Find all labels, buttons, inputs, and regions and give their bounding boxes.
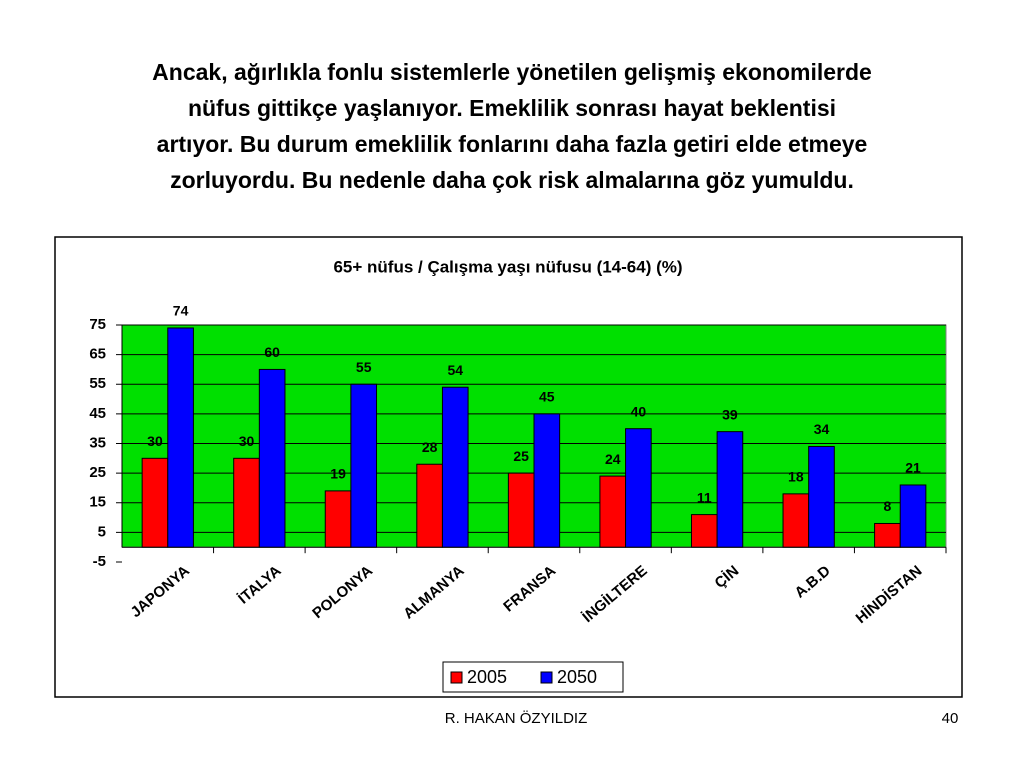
legend-box xyxy=(442,661,624,693)
value-label: 39 xyxy=(722,406,738,422)
bar xyxy=(874,522,901,548)
legend-label: 2050 xyxy=(557,667,597,687)
value-label: 19 xyxy=(330,466,346,482)
slide-title-line: zorluyordu. Bu nedenle daha çok risk alm… xyxy=(170,167,854,193)
value-label: 54 xyxy=(447,362,463,378)
bar xyxy=(441,386,469,548)
page-number: 40 xyxy=(942,710,959,727)
value-label: 34 xyxy=(814,421,830,437)
y-tick-label: 45 xyxy=(89,405,106,422)
bar xyxy=(716,431,744,548)
y-tick-label: 65 xyxy=(89,346,106,363)
bar xyxy=(782,493,810,548)
bar xyxy=(324,490,352,548)
value-label: 8 xyxy=(884,498,892,514)
value-label: 11 xyxy=(697,489,712,505)
value-label: 55 xyxy=(356,359,372,375)
bar xyxy=(599,475,627,548)
bar xyxy=(141,457,169,548)
bar xyxy=(233,457,260,548)
chart-title: 65+ nüfus / Çalışma yaşı nüfusu (14-64) … xyxy=(333,257,682,276)
footer: R. HAKAN ÖZYILDIZ xyxy=(445,709,588,727)
bar xyxy=(167,327,194,548)
y-tick-label: 5 xyxy=(98,523,106,540)
value-label: 21 xyxy=(905,460,921,476)
y-tick-label: 35 xyxy=(89,434,106,451)
value-label: 30 xyxy=(147,433,163,449)
bar xyxy=(625,428,652,548)
bar xyxy=(416,463,443,548)
legend-swatch xyxy=(450,671,463,684)
bar xyxy=(533,413,561,548)
bar xyxy=(808,445,835,548)
y-tick-label: 25 xyxy=(89,464,106,481)
bar xyxy=(507,472,535,548)
value-label: 28 xyxy=(422,439,438,455)
value-label: 60 xyxy=(264,344,280,360)
bar xyxy=(690,514,718,548)
y-tick-label: 75 xyxy=(89,316,106,333)
value-label: 18 xyxy=(788,469,804,485)
value-label: 74 xyxy=(173,303,189,319)
legend-swatch xyxy=(540,671,553,684)
slide-title-line: Ancak, ağırlıkla fonlu sistemlerle yönet… xyxy=(152,59,872,85)
y-tick-label: 15 xyxy=(89,494,106,511)
bar xyxy=(258,368,286,548)
value-label: 45 xyxy=(539,389,555,405)
bar xyxy=(899,484,927,548)
slide-title: Ancak, ağırlıkla fonlu sistemlerle yönet… xyxy=(152,59,872,193)
value-label: 25 xyxy=(513,448,529,464)
bar xyxy=(350,383,378,548)
slide-title-line: nüfus gittikçe yaşlanıyor. Emeklilik son… xyxy=(188,95,836,121)
slide-title-line: artıyor. Bu durum emeklilik fonlarını da… xyxy=(157,131,868,157)
value-label: 24 xyxy=(605,451,621,467)
legend-label: 2005 xyxy=(467,667,507,687)
value-label: 40 xyxy=(631,403,647,419)
y-tick-label: -5 xyxy=(93,553,106,570)
value-label: 30 xyxy=(239,433,255,449)
y-tick-label: 55 xyxy=(89,375,106,392)
